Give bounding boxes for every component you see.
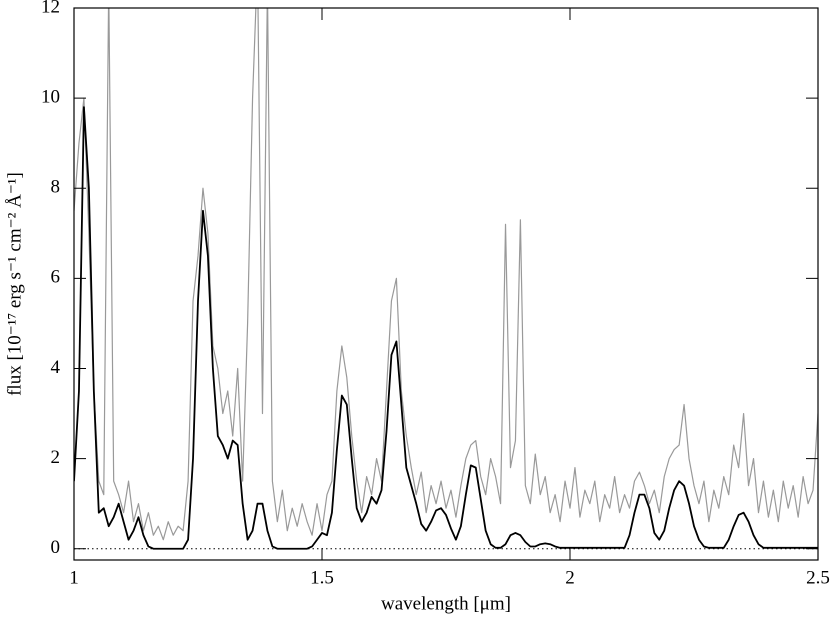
y-axis-label: flux [10⁻¹⁷ erg s⁻¹ cm⁻² Å⁻¹]: [4, 172, 25, 396]
y-tick-label: 6: [51, 267, 61, 288]
y-tick-label: 0: [51, 537, 61, 558]
series-line: [74, 8, 818, 541]
x-axis-label: wavelength [μm]: [381, 593, 511, 614]
y-tick-label: 10: [41, 86, 60, 107]
y-tick-label: 2: [51, 447, 61, 468]
x-tick-label: 2.5: [806, 567, 830, 588]
y-tick-label: 8: [51, 177, 61, 198]
y-tick-label: 12: [41, 0, 60, 17]
x-tick-label: 1.5: [310, 567, 334, 588]
x-tick-label: 1: [69, 567, 79, 588]
y-tick-label: 4: [51, 357, 61, 378]
series-line: [74, 106, 818, 550]
x-tick-label: 2: [565, 567, 575, 588]
plot-frame: [73, 7, 819, 561]
plot-area: [74, 8, 818, 550]
